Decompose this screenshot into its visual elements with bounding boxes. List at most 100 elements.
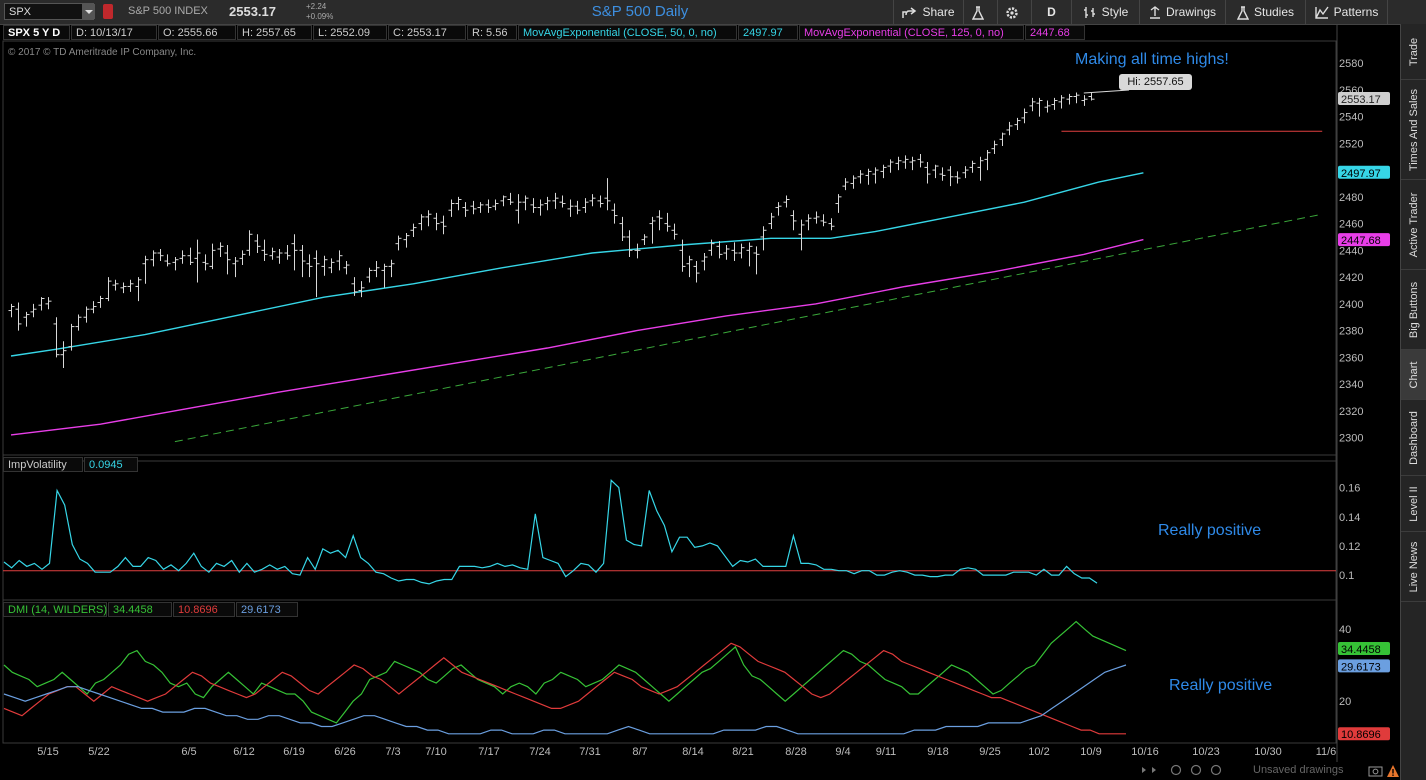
date-tick-label: 10/16: [1131, 746, 1159, 758]
date-tick-label: 11/6: [1316, 746, 1337, 758]
ema50-line: [10, 172, 1144, 357]
dmi-tick-label: 20: [1339, 696, 1351, 708]
tab-dashboard[interactable]: Dashboard: [1401, 400, 1426, 476]
ema125-label[interactable]: MovAvgExponential (CLOSE, 125, 0, no): [799, 25, 1024, 40]
bar-close: C: 2553.17: [388, 25, 466, 40]
price-tick-label: 2360: [1339, 352, 1363, 364]
date-tick-label: 6/12: [233, 746, 254, 758]
date-tick-label: 9/18: [927, 746, 948, 758]
style-label: Style: [1101, 5, 1129, 19]
style-button[interactable]: Style: [1071, 0, 1139, 24]
annotation-iv-positive[interactable]: Really positive: [1158, 522, 1262, 539]
chart-spec[interactable]: SPX 5 Y D: [3, 25, 70, 40]
flask-button[interactable]: [963, 0, 997, 24]
tab-big-buttons[interactable]: Big Buttons: [1401, 270, 1426, 350]
trend-line[interactable]: [174, 213, 1323, 443]
price-tick-label: 2440: [1339, 245, 1363, 257]
dmi-plus-marker-bg: [1338, 641, 1390, 655]
ema50-label[interactable]: MovAvgExponential (CLOSE, 50, 0, no): [518, 25, 737, 40]
price-tick-label: 2340: [1339, 379, 1363, 391]
bottom-toolbar: Unsaved drawings: [1140, 762, 1400, 780]
tab-times-and-sales[interactable]: Times And Sales: [1401, 80, 1426, 180]
iv-study-label[interactable]: ImpVolatility: [3, 457, 83, 472]
studies-label: Studies: [1253, 5, 1295, 19]
date-tick-label: 10/30: [1254, 746, 1282, 758]
ema50-marker-bg: [1338, 165, 1390, 179]
patterns-label: Patterns: [1333, 5, 1379, 19]
date-tick-label: 9/11: [876, 746, 897, 758]
date-tick-label: 5/22: [88, 746, 109, 758]
tab-live-news[interactable]: Live News: [1401, 532, 1426, 602]
dmi-minus-line: [3, 642, 1126, 735]
price-tick-label: 2320: [1339, 406, 1363, 418]
date-tick-label: 9/25: [979, 746, 1000, 758]
bar-low: L: 2552.09: [313, 25, 387, 40]
bottom-tool-icons[interactable]: [1140, 762, 1400, 780]
timeframe-button[interactable]: D: [1031, 0, 1071, 24]
ema50-marker: 2497.97: [1341, 168, 1381, 180]
unsaved-drawings-label[interactable]: Unsaved drawings: [1253, 764, 1344, 776]
share-icon: [902, 7, 917, 18]
date-tick-label: 7/3: [385, 746, 400, 758]
date-tick-label: 5/15: [37, 746, 58, 758]
ema125-line: [10, 238, 1144, 436]
chart-area[interactable]: 2300 2320 2340 2360 2380 2400 2420 2440 2460 2480…: [0, 24, 1400, 762]
last-price-marker-bg: [1338, 91, 1390, 105]
drawings-label: Drawings: [1165, 5, 1216, 19]
chart-title: S&P 500 Daily: [591, 3, 689, 20]
symbol-input[interactable]: SPX: [4, 3, 94, 20]
annotation-all-time-highs[interactable]: Making all time highs!: [1075, 51, 1229, 68]
dmi-study-label[interactable]: DMI (14, WILDERS): [3, 602, 107, 617]
warning-icon[interactable]: [1386, 764, 1400, 778]
hi-bubble: Hi: 2557.65: [1119, 74, 1192, 90]
iv-pane-frame: [2, 454, 1337, 601]
percent-change: +0.09%: [306, 12, 334, 21]
ema125-marker: 2447.68: [1341, 235, 1381, 247]
price-tick-label: 2380: [1339, 326, 1363, 338]
patterns-icon: [1314, 6, 1329, 20]
date-tick-label: 8/21: [732, 746, 753, 758]
toolbar-overflow[interactable]: [1387, 0, 1400, 24]
adx-marker: 29.6173: [1341, 661, 1381, 673]
ema50-value: 2497.97: [738, 25, 798, 40]
date-tick-label: 8/14: [682, 746, 703, 758]
iv-tick-label: 0.16: [1339, 483, 1360, 495]
tab-trade[interactable]: Trade: [1401, 24, 1426, 80]
iv-tick-label: 0.12: [1339, 541, 1360, 553]
patterns-button[interactable]: Patterns: [1305, 0, 1387, 24]
tab-active-trader[interactable]: Active Trader: [1401, 180, 1426, 270]
date-tick-label: 8/7: [632, 746, 647, 758]
price-tick-label: 2520: [1339, 138, 1363, 150]
tab-chart[interactable]: Chart: [1401, 350, 1426, 400]
ema125-value: 2447.68: [1025, 25, 1085, 40]
net-change: +2.24: [306, 2, 327, 11]
bar-open: O: 2555.66: [158, 25, 236, 40]
iv-tick-label: 0.1: [1339, 570, 1354, 582]
camera-icon[interactable]: [1368, 764, 1384, 778]
studies-button[interactable]: Studies: [1225, 0, 1305, 24]
ohlc-style-icon: [1083, 7, 1095, 19]
studies-flask-icon: [1236, 6, 1250, 20]
price-tick-label: 2400: [1339, 299, 1363, 311]
top-toolbar: SPX S&P 500 INDEX 2553.17 +2.24 +0.09% S…: [0, 0, 1426, 25]
share-button[interactable]: Share: [893, 0, 963, 24]
symbol-dropdown-button[interactable]: [82, 4, 95, 19]
date-tick-label: 6/26: [334, 746, 355, 758]
last-price: 2553.17: [229, 4, 276, 19]
settings-button[interactable]: [997, 0, 1031, 24]
bar-range: R: 5.56: [467, 25, 517, 40]
date-tick-label: 9/4: [835, 746, 850, 758]
date-tick-label: 6/5: [181, 746, 196, 758]
iv-line: [3, 479, 1098, 585]
adx-value: 29.6173: [236, 602, 298, 617]
annotation-dmi-positive[interactable]: Really positive: [1169, 677, 1273, 694]
ohlc-bars: [8, 92, 1095, 369]
share-label: Share: [922, 5, 955, 19]
right-side-panel: Trade Times And Sales Active Trader Big …: [1400, 24, 1426, 780]
tab-level-ii[interactable]: Level II: [1401, 476, 1426, 532]
dmi-minus-value: 10.8696: [173, 602, 235, 617]
date-tick-label: 7/31: [579, 746, 600, 758]
copyright-text: © 2017 © TD Ameritrade IP Company, Inc.: [8, 47, 197, 58]
bar-date: D: 10/13/17: [71, 25, 157, 40]
drawings-button[interactable]: Drawings: [1139, 0, 1225, 24]
